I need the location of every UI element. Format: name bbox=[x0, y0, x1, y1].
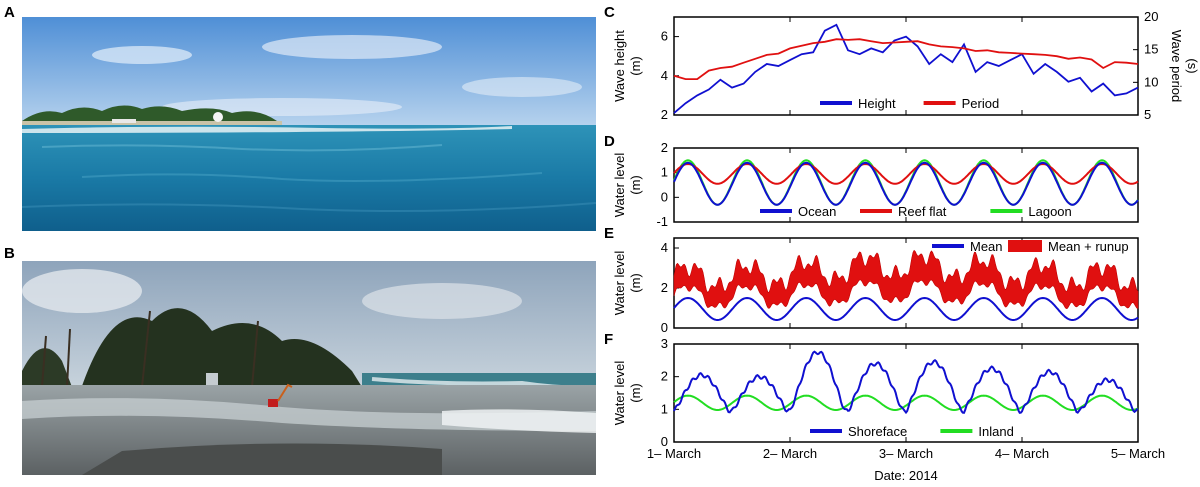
chart-f-ytick-label: 1 bbox=[661, 401, 668, 416]
chart-c-y2tick-label: 10 bbox=[1144, 74, 1158, 89]
chart-c-legend-label: Height bbox=[858, 96, 896, 111]
chart-e-ylabel: (m) bbox=[628, 273, 643, 293]
chart-f-series-inland bbox=[673, 394, 1139, 411]
chart-e-legend-label: Mean + runup bbox=[1048, 239, 1129, 254]
chart-e-ylabel: Water level bbox=[612, 251, 627, 316]
chart-e-series-runup-band bbox=[673, 249, 1139, 309]
chart-d-ylabel: (m) bbox=[628, 175, 643, 195]
chart-f-legend-label: Shoreface bbox=[848, 424, 907, 439]
chart-e-legend-label: Mean bbox=[970, 239, 1003, 254]
panel-letter-b: B bbox=[4, 245, 15, 262]
chart-d-ytick-label: 1 bbox=[661, 165, 668, 180]
chart-e-series-mean bbox=[673, 296, 1139, 321]
chart-e-runup: 0 2 4 Water level (m) Mean Mean + runup bbox=[612, 237, 1139, 335]
panel-letter-a: A bbox=[4, 4, 15, 21]
chart-e-ytick-label: 2 bbox=[661, 280, 668, 295]
panel-letter-c: C bbox=[604, 4, 615, 21]
chart-c-y2label: Wave period bbox=[1169, 30, 1184, 103]
chart-f-xtick-label: 3– March bbox=[879, 446, 933, 461]
chart-f-ytick-label: 0 bbox=[661, 434, 668, 449]
chart-c-ytick-label: 6 bbox=[661, 29, 668, 44]
panel-letter-f: F bbox=[604, 331, 614, 348]
chart-f-shoreface: 0 1 2 3 Water level (m) Shoreface Inland 1– Marc… bbox=[612, 336, 1165, 483]
chart-f-xtick-label: 4– March bbox=[995, 446, 1049, 461]
chart-d-legend-label: Lagoon bbox=[1028, 204, 1071, 219]
chart-d-water-level: -1 0 1 2 Water level (m) Ocean Reef flat Lagoon bbox=[612, 140, 1139, 229]
chart-f-ytick-label: 2 bbox=[661, 369, 668, 384]
chart-f-xlabel: Date: 2014 bbox=[874, 468, 938, 483]
chart-f-xtick-label: 1– March bbox=[647, 446, 701, 461]
chart-c-ytick-label: 4 bbox=[661, 68, 668, 83]
chart-c-series-period bbox=[673, 38, 1139, 80]
chart-e-ytick-label: 0 bbox=[661, 320, 668, 335]
chart-c-legend-label: Period bbox=[962, 96, 1000, 111]
chart-e-legend-swatch bbox=[1008, 240, 1042, 252]
panel-letter-d: D bbox=[604, 133, 615, 150]
chart-d-legend-label: Reef flat bbox=[898, 204, 947, 219]
chart-c-y2tick-label: 5 bbox=[1144, 107, 1151, 122]
chart-c-ylabel: (m) bbox=[628, 56, 643, 76]
chart-c-ytick-label: 2 bbox=[661, 107, 668, 122]
chart-c-wave: 2 4 6 Wave height (m) 5 10 15 20 Wave period (s) He… bbox=[612, 9, 1200, 122]
chart-d-ytick-label: -1 bbox=[656, 214, 668, 229]
flooded-shore-illustration bbox=[22, 261, 596, 475]
reef-island-illustration bbox=[22, 17, 596, 231]
chart-c-y2tick-label: 20 bbox=[1144, 9, 1158, 24]
flooded-shore-photo bbox=[22, 261, 596, 475]
chart-f-ylabel: (m) bbox=[628, 383, 643, 403]
chart-d-ytick-label: 2 bbox=[661, 140, 668, 155]
chart-f-series-shoreface bbox=[673, 350, 1139, 415]
chart-f-xtick-label: 5– March bbox=[1111, 446, 1165, 461]
chart-f-ylabel: Water level bbox=[612, 361, 627, 426]
chart-c-y2tick-label: 15 bbox=[1144, 42, 1158, 57]
chart-f-legend-label: Inland bbox=[978, 424, 1013, 439]
chart-d-legend-label: Ocean bbox=[798, 204, 836, 219]
chart-f-ytick-label: 3 bbox=[661, 336, 668, 351]
chart-f-xtick-label: 2– March bbox=[763, 446, 817, 461]
chart-d-series-reef-flat bbox=[673, 162, 1139, 185]
chart-c-series-height bbox=[673, 23, 1139, 114]
chart-c-frame bbox=[673, 16, 1139, 116]
chart-e-ytick-label: 4 bbox=[661, 240, 668, 255]
chart-d-ytick-label: 0 bbox=[661, 189, 668, 204]
chart-c-y2label: (s) bbox=[1185, 58, 1200, 73]
reef-island-photo bbox=[22, 17, 596, 231]
chart-c-ylabel: Wave height bbox=[612, 30, 627, 102]
chart-d-ylabel: Water level bbox=[612, 153, 627, 218]
chart-d-series-ocean bbox=[673, 161, 1139, 206]
panel-letter-e: E bbox=[604, 225, 615, 242]
